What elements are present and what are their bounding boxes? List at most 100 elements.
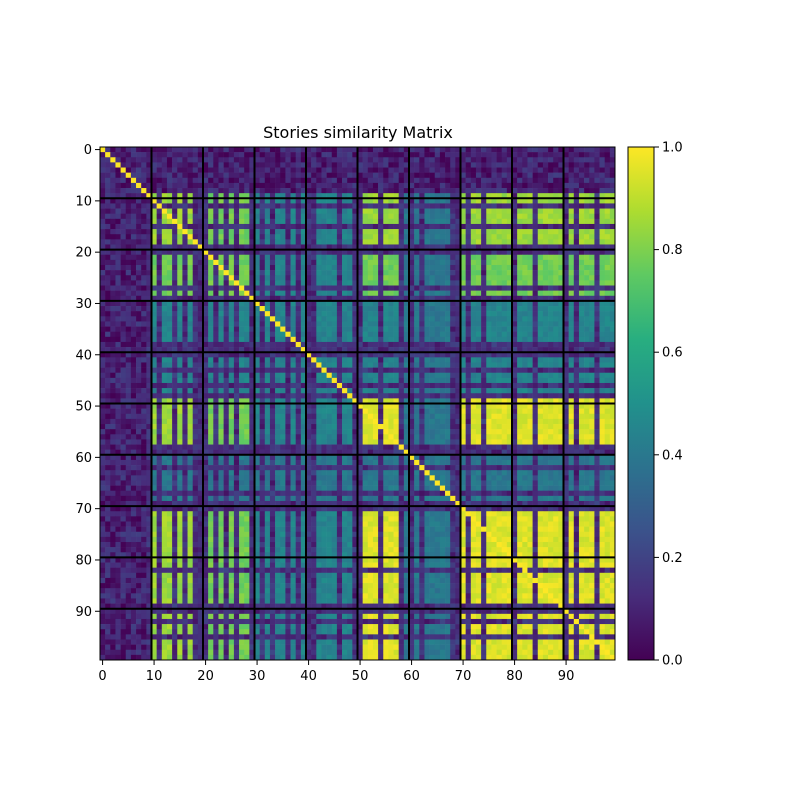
heatmap-cell <box>166 259 173 266</box>
heatmap-cell <box>259 372 266 379</box>
heatmap-cell <box>141 229 147 235</box>
heatmap-cell <box>342 311 348 317</box>
heatmap-cell <box>141 203 147 209</box>
heatmap-cell <box>553 249 559 256</box>
heatmap-cell <box>105 254 111 261</box>
heatmap-cell <box>125 341 132 348</box>
heatmap-cell <box>409 275 415 281</box>
heatmap-cell <box>347 229 353 235</box>
heatmap-cell <box>192 147 199 153</box>
heatmap-cell <box>388 362 394 368</box>
heatmap-cell <box>542 295 549 302</box>
heatmap-cell <box>182 285 188 291</box>
heatmap-cell <box>578 388 585 394</box>
heatmap-cell <box>429 300 436 307</box>
heatmap-cell <box>573 223 580 230</box>
heatmap-cell <box>336 203 343 209</box>
heatmap-cell <box>141 326 147 332</box>
heatmap-cell <box>367 377 374 384</box>
heatmap-cell <box>378 347 384 353</box>
heatmap-cell <box>563 347 569 353</box>
heatmap-cell <box>542 367 549 374</box>
heatmap-cell <box>264 275 271 281</box>
heatmap-cell <box>156 372 163 379</box>
heatmap-cell <box>239 188 245 194</box>
heatmap-cell <box>352 341 358 348</box>
heatmap-cell <box>460 393 466 399</box>
heatmap-cell <box>151 152 157 158</box>
heatmap-cell <box>357 341 363 348</box>
heatmap-cell <box>403 254 410 261</box>
heatmap-cell <box>100 239 106 245</box>
heatmap-cell <box>172 249 178 256</box>
heatmap-cell <box>290 152 296 158</box>
heatmap-cell <box>383 270 389 276</box>
heatmap-cell <box>172 326 178 332</box>
heatmap-cell <box>110 388 116 394</box>
heatmap-cell <box>367 259 374 266</box>
heatmap-cell <box>182 229 188 235</box>
heatmap-cell <box>553 172 559 179</box>
heatmap-cell <box>609 172 616 179</box>
heatmap-cell <box>151 193 157 199</box>
heatmap-cell <box>604 388 611 394</box>
heatmap-cell <box>321 244 327 250</box>
heatmap-cell <box>568 336 575 343</box>
heatmap-cell <box>110 306 116 312</box>
heatmap-cell <box>166 372 173 379</box>
heatmap-cell <box>450 362 456 368</box>
heatmap-cell <box>568 326 575 332</box>
heatmap-cell <box>115 213 121 220</box>
heatmap-cell <box>604 172 611 179</box>
heatmap-cell <box>115 311 121 317</box>
heatmap-cell <box>537 280 544 286</box>
heatmap-cell <box>475 300 482 307</box>
heatmap-cell <box>321 388 327 394</box>
heatmap-cell <box>578 352 585 358</box>
heatmap-cell <box>100 229 106 235</box>
heatmap-cell <box>584 254 590 261</box>
heatmap-cell <box>110 285 116 291</box>
heatmap-cell <box>223 347 230 353</box>
heatmap-cell <box>429 203 436 209</box>
heatmap-cell <box>342 377 348 384</box>
heatmap-cell <box>156 336 163 343</box>
heatmap-cell <box>517 285 523 291</box>
heatmap-cell <box>280 300 286 307</box>
heatmap-cell <box>357 393 363 399</box>
heatmap-cell <box>259 234 266 240</box>
heatmap-cell <box>125 336 132 343</box>
heatmap-cell <box>496 393 502 399</box>
heatmap-cell <box>300 213 307 220</box>
heatmap-cell <box>522 259 528 266</box>
heatmap-cell <box>182 275 188 281</box>
heatmap-cell <box>352 280 358 286</box>
heatmap-cell <box>383 347 389 353</box>
heatmap-cell <box>439 280 446 286</box>
heatmap-cell <box>285 234 291 240</box>
heatmap-cell <box>249 336 255 343</box>
heatmap-cell <box>166 198 173 204</box>
heatmap-cell <box>563 398 569 404</box>
heatmap-cell <box>548 316 554 322</box>
heatmap-cell <box>218 341 224 348</box>
heatmap-cell <box>100 177 106 184</box>
heatmap-cell <box>609 147 616 153</box>
heatmap-cell <box>445 244 451 250</box>
heatmap-cell <box>182 393 188 399</box>
heatmap-cell <box>409 398 415 404</box>
heatmap-cell <box>187 311 193 317</box>
heatmap-cell <box>558 172 564 179</box>
heatmap-cell <box>398 326 405 332</box>
heatmap-cell <box>357 270 363 276</box>
heatmap-cell <box>326 234 333 240</box>
heatmap-cell <box>280 234 286 240</box>
heatmap-cell <box>522 393 528 399</box>
heatmap-cell <box>481 229 487 235</box>
heatmap-cell <box>130 203 137 209</box>
heatmap-cell <box>161 172 168 179</box>
heatmap-cell <box>455 347 461 353</box>
heatmap-cell <box>223 388 230 394</box>
heatmap-cell <box>203 162 209 168</box>
heatmap-cell <box>439 213 446 220</box>
